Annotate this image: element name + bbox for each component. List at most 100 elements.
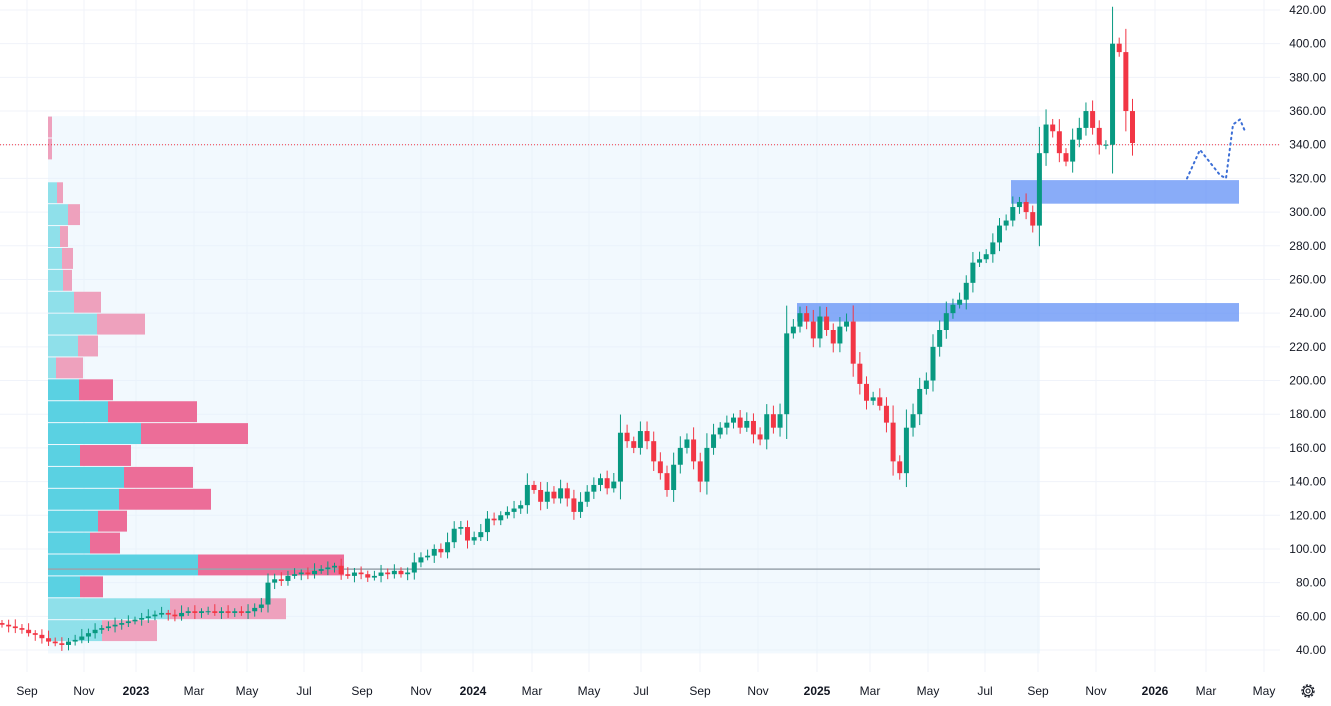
candle-body (697, 461, 703, 482)
candle-body (910, 414, 916, 428)
candle-body (385, 572, 391, 575)
candle-body (285, 575, 291, 581)
candle-body (345, 574, 351, 576)
candle-body (524, 484, 530, 506)
candle-body (651, 441, 657, 462)
volume-profile-down-bar (198, 554, 344, 576)
candle-body (1003, 220, 1009, 226)
price-tick-label: 260.00 (1289, 272, 1326, 286)
candle-body (358, 572, 364, 575)
price-tick-label: 280.00 (1289, 239, 1326, 253)
volume-profile-up-bar (48, 291, 74, 313)
price-tick-label: 380.00 (1289, 70, 1326, 84)
candle-body (764, 414, 770, 440)
candle-body (265, 582, 271, 605)
time-tick-label: Nov (1085, 684, 1106, 698)
candle-body (1110, 43, 1116, 145)
candle-body (870, 397, 876, 401)
candle-body (877, 397, 883, 406)
price-tick-label: 360.00 (1289, 104, 1326, 118)
candle-body (292, 574, 298, 576)
supply-demand-zone-upper (1011, 180, 1239, 204)
candle-body (179, 612, 185, 617)
volume-profile-down-bar (141, 423, 248, 445)
candle-body (518, 505, 524, 509)
candle-body (617, 432, 623, 482)
candle-body (145, 616, 151, 618)
volume-profile-down-bar (97, 313, 145, 335)
time-tick-label: Sep (16, 684, 38, 698)
candle-body (977, 259, 983, 263)
candle-body (378, 572, 384, 576)
volume-profile-down-bar (78, 335, 98, 357)
price-tick-label: 160.00 (1289, 441, 1326, 455)
candle-body (890, 422, 896, 462)
volume-profile-down-bar (80, 445, 131, 466)
candle-body (105, 626, 111, 629)
projection-path (1186, 117, 1246, 181)
candle-body (245, 611, 251, 613)
candle-body (830, 330, 836, 344)
volume-profile-down-bar (60, 226, 68, 247)
volume-profile-up-bar (48, 247, 62, 269)
candle-body (1063, 153, 1069, 162)
candle-body (897, 461, 903, 474)
candle-body (1023, 202, 1029, 213)
candle-body (558, 488, 564, 499)
volume-profile-up-bar (48, 532, 90, 554)
candle-body (238, 611, 244, 613)
time-tick-label: 2026 (1142, 684, 1169, 698)
candle-body (578, 501, 584, 512)
volume-profile-down-bar (80, 576, 103, 598)
gear-icon[interactable] (1299, 682, 1317, 700)
candle-body (465, 527, 470, 541)
candle-body (1123, 52, 1129, 112)
candle-body (1116, 43, 1122, 53)
candle-body (484, 518, 490, 533)
volume-profile-up-bar (48, 488, 119, 510)
candle-body (205, 611, 211, 613)
candle-body (817, 316, 823, 339)
candle-body (52, 641, 58, 644)
price-tick-label: 100.00 (1289, 542, 1326, 556)
time-tick-label: Nov (410, 684, 431, 698)
time-axis[interactable]: Sep Nov 2023 Mar May Jul Sep Nov 2024 Mar May Jul Se… (16, 684, 1275, 698)
candle-body (717, 427, 723, 435)
candle-body (92, 629, 98, 634)
price-axis[interactable]: 420.00 400.00 380.00 360.00 340.00 320.00 300.… (1289, 3, 1326, 657)
candle-body (418, 557, 424, 563)
candle-body (119, 623, 125, 625)
candle-body (272, 579, 278, 583)
volume-profile-down-bar (124, 466, 193, 488)
candle-body (970, 262, 976, 283)
candle-body (631, 441, 637, 448)
time-tick-label: 2024 (460, 684, 487, 698)
candle-body (511, 508, 517, 512)
candle-body (258, 604, 264, 608)
candle-body (1083, 111, 1089, 128)
candle-body (332, 565, 337, 568)
candle-body (864, 383, 869, 401)
volume-profile-down-bar (74, 291, 101, 313)
candle-body (278, 579, 284, 581)
candle-body (398, 570, 404, 575)
candle-body (797, 313, 803, 327)
candle-body (671, 464, 677, 490)
candle-body (411, 562, 417, 573)
candle-body (66, 641, 71, 645)
candle-body (591, 484, 597, 492)
candle-body (1016, 202, 1022, 208)
candle-body (704, 447, 710, 482)
candle-body (804, 313, 810, 322)
candle-body (391, 570, 397, 575)
candle-body (185, 611, 191, 613)
candle-body (0, 623, 5, 625)
time-tick-label: Jul (633, 684, 648, 698)
time-tick-label: 2023 (123, 684, 150, 698)
volume-profile-down-bar (108, 401, 197, 423)
volume-profile-down-bar (48, 138, 52, 160)
candle-body (584, 491, 590, 502)
candle-body (298, 572, 304, 575)
volume-profile (48, 116, 344, 642)
